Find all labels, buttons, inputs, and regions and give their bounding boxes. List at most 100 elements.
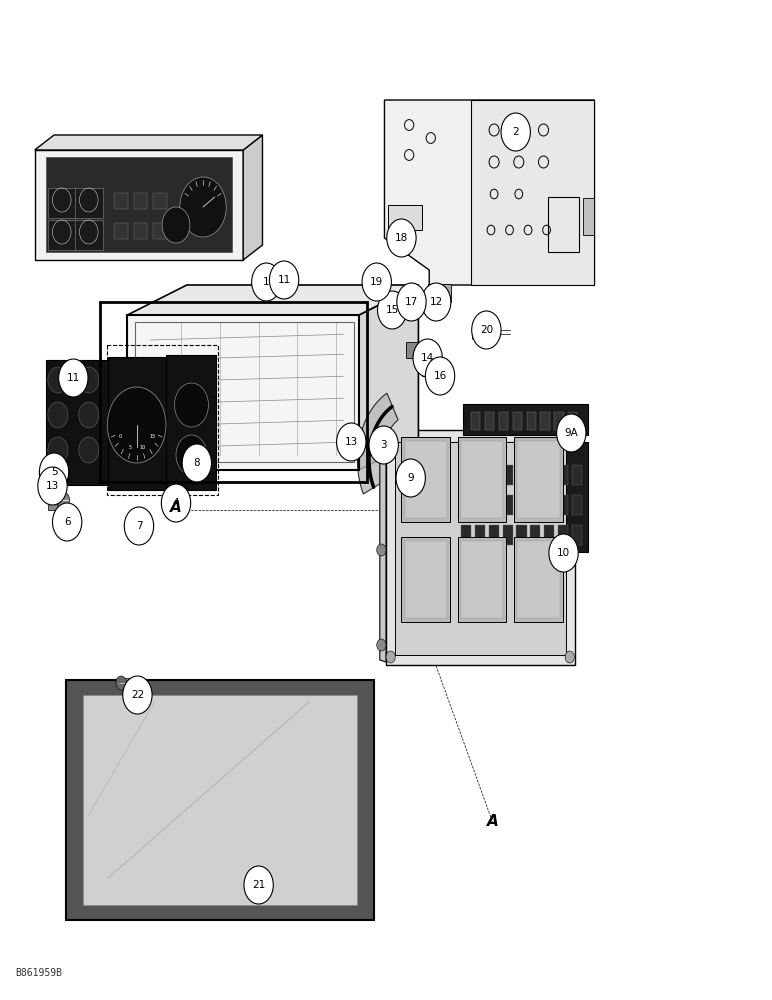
Circle shape xyxy=(59,359,88,397)
Text: 15: 15 xyxy=(385,305,399,315)
Text: A: A xyxy=(486,814,499,830)
Polygon shape xyxy=(359,285,418,470)
Bar xyxy=(471,412,480,430)
Circle shape xyxy=(362,263,391,301)
Circle shape xyxy=(425,357,455,395)
Bar xyxy=(406,342,433,358)
Bar xyxy=(514,437,563,522)
Bar xyxy=(503,525,513,545)
Bar xyxy=(530,525,540,545)
Bar xyxy=(48,482,57,510)
Circle shape xyxy=(369,426,398,464)
Polygon shape xyxy=(46,157,232,252)
Bar xyxy=(530,465,540,485)
Polygon shape xyxy=(35,150,243,260)
Bar xyxy=(503,495,513,515)
Circle shape xyxy=(378,291,407,329)
Bar xyxy=(347,425,355,447)
Polygon shape xyxy=(471,100,594,285)
Bar xyxy=(405,441,447,518)
Text: A: A xyxy=(170,500,182,516)
Bar xyxy=(153,193,167,209)
Circle shape xyxy=(565,434,574,446)
Bar xyxy=(401,437,450,522)
Ellipse shape xyxy=(381,302,401,318)
Polygon shape xyxy=(46,360,108,485)
Bar xyxy=(461,495,471,515)
Circle shape xyxy=(48,402,68,428)
Text: 9: 9 xyxy=(408,473,414,483)
Polygon shape xyxy=(127,285,418,315)
Polygon shape xyxy=(166,355,216,490)
Bar xyxy=(527,412,536,430)
Bar xyxy=(475,465,485,485)
Polygon shape xyxy=(472,325,497,339)
Text: 14: 14 xyxy=(421,353,435,363)
Text: 18: 18 xyxy=(394,233,408,243)
Bar xyxy=(572,465,582,485)
Polygon shape xyxy=(108,357,166,490)
Text: B861959B: B861959B xyxy=(15,968,63,978)
Circle shape xyxy=(397,283,426,321)
Bar xyxy=(558,495,568,515)
Bar xyxy=(114,223,128,239)
Bar xyxy=(48,188,76,218)
Circle shape xyxy=(176,435,207,475)
Circle shape xyxy=(252,263,281,301)
Circle shape xyxy=(422,283,451,321)
Text: 3: 3 xyxy=(381,440,387,450)
Circle shape xyxy=(400,287,423,317)
Circle shape xyxy=(48,367,68,393)
Text: 20: 20 xyxy=(479,325,493,335)
Polygon shape xyxy=(357,393,398,494)
Polygon shape xyxy=(583,198,594,235)
Text: 17: 17 xyxy=(405,297,418,307)
Circle shape xyxy=(182,444,212,482)
Polygon shape xyxy=(377,428,386,662)
Bar xyxy=(114,193,128,209)
Bar xyxy=(75,188,103,218)
Circle shape xyxy=(124,507,154,545)
Circle shape xyxy=(123,676,152,714)
Text: 22: 22 xyxy=(130,690,144,700)
Circle shape xyxy=(180,177,226,237)
Text: 11: 11 xyxy=(66,373,80,383)
Bar xyxy=(489,495,499,515)
Circle shape xyxy=(557,414,586,452)
Circle shape xyxy=(57,492,69,508)
Bar xyxy=(568,412,577,430)
Bar xyxy=(428,284,451,302)
Bar xyxy=(503,465,513,485)
Circle shape xyxy=(472,311,501,349)
Bar xyxy=(120,678,137,688)
Bar xyxy=(134,193,147,209)
Bar xyxy=(461,465,471,485)
Text: 1: 1 xyxy=(263,277,269,287)
Bar xyxy=(485,412,494,430)
Circle shape xyxy=(39,453,69,491)
Polygon shape xyxy=(395,442,566,655)
Circle shape xyxy=(38,467,67,505)
Bar xyxy=(461,525,471,545)
Circle shape xyxy=(549,534,578,572)
Text: 16: 16 xyxy=(433,371,447,381)
Circle shape xyxy=(337,423,366,461)
Polygon shape xyxy=(127,315,359,470)
Bar xyxy=(544,525,554,545)
Circle shape xyxy=(501,113,530,151)
Text: 10: 10 xyxy=(557,548,571,558)
Bar xyxy=(517,541,560,618)
Text: 5: 5 xyxy=(51,467,57,477)
Polygon shape xyxy=(454,442,588,552)
Polygon shape xyxy=(66,680,374,920)
Circle shape xyxy=(386,434,395,446)
Bar xyxy=(48,220,76,250)
Bar xyxy=(530,495,540,515)
Bar xyxy=(458,537,506,622)
Bar xyxy=(475,525,485,545)
Text: 4: 4 xyxy=(173,498,179,508)
Bar xyxy=(405,541,447,618)
Bar xyxy=(544,465,554,485)
Polygon shape xyxy=(83,695,357,905)
Bar xyxy=(401,537,450,622)
